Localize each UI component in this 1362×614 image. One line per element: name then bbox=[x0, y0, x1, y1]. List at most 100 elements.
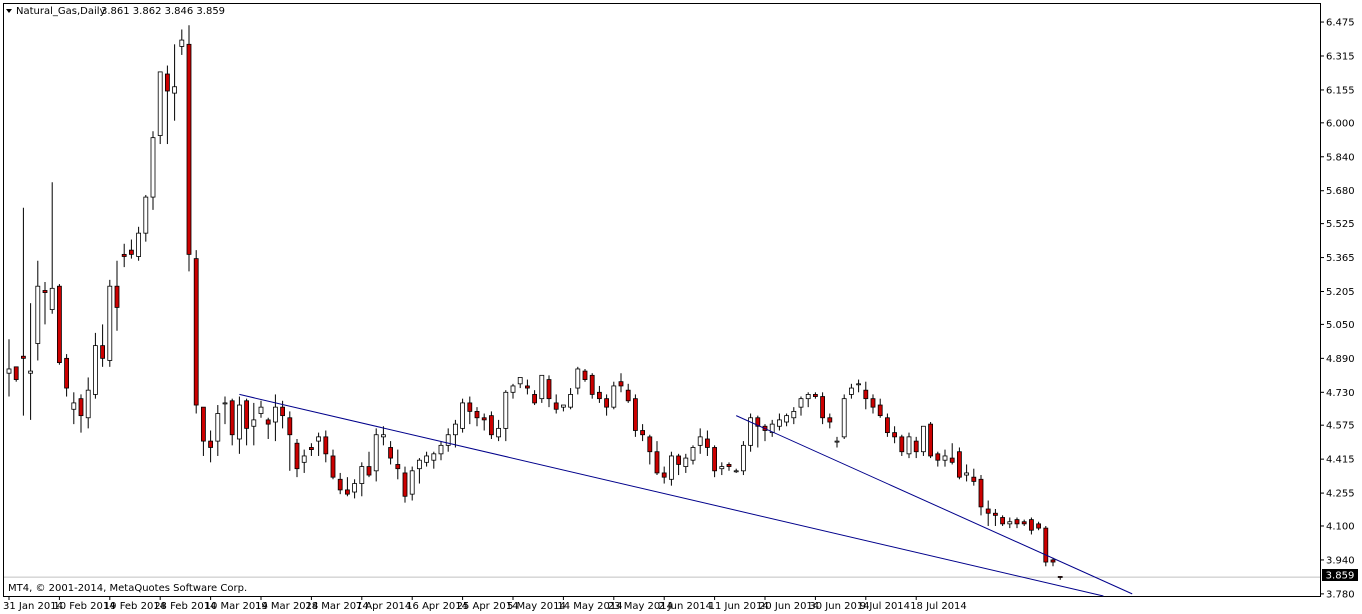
y-tick-label: 4.415 bbox=[1326, 455, 1355, 466]
trendline[interactable] bbox=[735, 415, 1133, 595]
candle-body bbox=[546, 379, 552, 400]
candle-body bbox=[215, 413, 221, 442]
candle-body bbox=[899, 436, 905, 453]
candle-body bbox=[856, 383, 861, 386]
candle bbox=[337, 472, 343, 495]
candle-body bbox=[1000, 517, 1005, 525]
candle-body bbox=[388, 447, 394, 459]
candle-body bbox=[618, 381, 624, 387]
candle-body bbox=[337, 478, 343, 491]
candle-body bbox=[93, 345, 98, 395]
candle bbox=[107, 279, 113, 367]
candle bbox=[236, 396, 242, 454]
candle bbox=[409, 466, 415, 501]
candle-body bbox=[316, 436, 322, 442]
candle bbox=[352, 479, 358, 499]
candle bbox=[287, 411, 293, 471]
candle-body bbox=[877, 404, 883, 417]
candle bbox=[964, 464, 969, 482]
candle-body bbox=[416, 459, 422, 470]
candle-body bbox=[6, 368, 12, 374]
candle bbox=[885, 413, 890, 437]
x-tick-label: 7 Apr 2014 bbox=[356, 601, 411, 612]
candle bbox=[561, 404, 566, 412]
candle-body bbox=[395, 464, 401, 470]
candle bbox=[755, 415, 761, 448]
x-tick-label: 16 Apr 2014 bbox=[406, 601, 468, 612]
candle bbox=[128, 239, 134, 259]
candle-body bbox=[640, 430, 645, 436]
candle bbox=[193, 250, 199, 414]
candle bbox=[618, 373, 624, 393]
candle bbox=[57, 284, 62, 365]
candle bbox=[316, 432, 322, 456]
candle-body bbox=[481, 417, 487, 421]
candle-body bbox=[964, 472, 969, 476]
candle bbox=[841, 394, 847, 439]
candle-body bbox=[777, 419, 782, 427]
candle bbox=[813, 392, 818, 399]
candle bbox=[143, 194, 149, 242]
y-tick-label: 4.890 bbox=[1326, 354, 1355, 365]
candle-body bbox=[510, 385, 516, 393]
candle bbox=[431, 451, 437, 469]
candle-body bbox=[13, 366, 19, 380]
candle-body bbox=[993, 512, 998, 516]
candle bbox=[597, 385, 602, 403]
candle-body bbox=[935, 453, 941, 461]
candle bbox=[416, 458, 422, 484]
candle-body bbox=[568, 394, 573, 408]
candle-body bbox=[121, 253, 127, 257]
candle bbox=[294, 438, 300, 478]
candle bbox=[827, 413, 833, 429]
candle bbox=[582, 368, 588, 382]
symbol-dropdown-icon[interactable] bbox=[6, 9, 12, 13]
candle bbox=[748, 413, 753, 452]
candle-body bbox=[114, 285, 120, 308]
plot-area-border bbox=[3, 3, 1321, 597]
candle bbox=[20, 207, 26, 416]
candle bbox=[575, 366, 581, 395]
x-tick-label: 9 Jul 2014 bbox=[860, 601, 910, 612]
candle bbox=[308, 443, 314, 456]
candle-body bbox=[978, 478, 984, 508]
candle-body bbox=[697, 436, 703, 446]
candle bbox=[215, 405, 221, 456]
candle-body bbox=[539, 374, 545, 400]
candle bbox=[532, 390, 537, 406]
candle bbox=[676, 453, 681, 476]
y-tick-label: 5.840 bbox=[1326, 152, 1355, 163]
x-tick-label: 10 Mar 2014 bbox=[205, 601, 268, 612]
candle bbox=[157, 71, 163, 145]
candle bbox=[272, 394, 278, 442]
candle bbox=[1000, 515, 1005, 526]
candle bbox=[517, 377, 523, 389]
candle-body bbox=[330, 455, 336, 478]
candle-body bbox=[208, 440, 214, 448]
candle-body bbox=[272, 406, 278, 423]
candle bbox=[683, 453, 689, 473]
candle bbox=[791, 407, 797, 425]
candle bbox=[928, 422, 933, 459]
candle bbox=[978, 475, 984, 516]
trendline[interactable] bbox=[239, 393, 1104, 597]
candle bbox=[733, 468, 739, 473]
candle bbox=[359, 462, 365, 497]
y-tick-label: 4.575 bbox=[1326, 421, 1355, 432]
y-tick-label: 3.780 bbox=[1326, 589, 1355, 600]
candle-body bbox=[841, 398, 847, 438]
x-tick-label: 10 Feb 2014 bbox=[53, 601, 115, 612]
candle-body bbox=[705, 438, 710, 448]
candle-body bbox=[1050, 559, 1056, 563]
candle-body bbox=[373, 434, 379, 472]
candle-body bbox=[179, 39, 185, 47]
y-tick-label: 6.155 bbox=[1326, 85, 1355, 96]
candle-body bbox=[813, 394, 818, 397]
candle bbox=[114, 260, 120, 331]
candle bbox=[805, 392, 811, 408]
candle-body bbox=[582, 370, 588, 380]
candle-body bbox=[928, 423, 933, 457]
candle-body bbox=[741, 444, 746, 472]
